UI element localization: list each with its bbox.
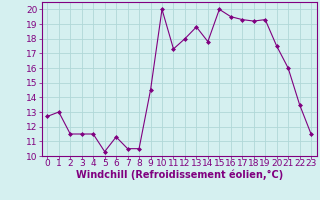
X-axis label: Windchill (Refroidissement éolien,°C): Windchill (Refroidissement éolien,°C) — [76, 169, 283, 180]
